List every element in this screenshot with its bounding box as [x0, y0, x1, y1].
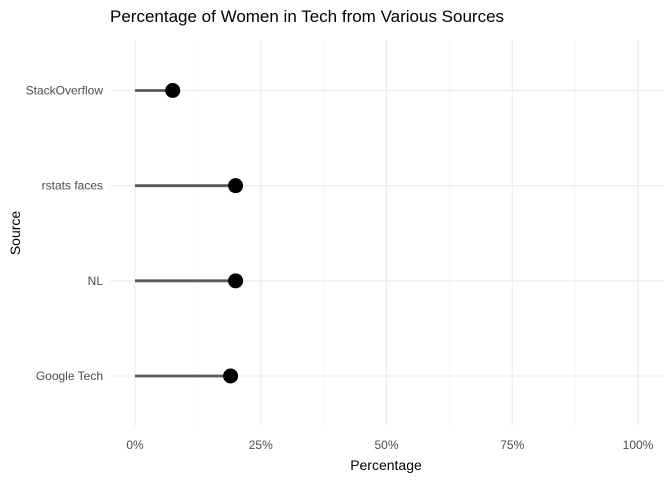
lollipop-stems [135, 89, 236, 378]
y-axis-title: Source [7, 211, 23, 256]
y-tick-label: StackOverflow [26, 84, 104, 98]
y-tick-label: Google Tech [36, 369, 103, 383]
x-axis-title: Percentage [350, 457, 422, 473]
lollipop-point [228, 178, 244, 194]
chart-title: Percentage of Women in Tech from Various… [110, 7, 504, 26]
y-tick-label: rstats faces [42, 179, 103, 193]
x-tick-label: 100% [623, 438, 654, 452]
x-tick-label: 25% [249, 438, 273, 452]
y-tick-labels: Google Tech NL rstats faces StackOverflow [26, 84, 104, 384]
x-tick-label: 50% [374, 438, 398, 452]
x-tick-label: 75% [500, 438, 524, 452]
y-tick-label: NL [88, 274, 104, 288]
lollipop-point [228, 273, 244, 289]
grid-lines [110, 40, 664, 426]
lollipop-points [165, 83, 244, 384]
x-tick-labels: 0% 25% 50% 75% 100% [126, 438, 653, 452]
lollipop-point [165, 83, 181, 98]
lollipop-point [223, 368, 239, 384]
x-tick-label: 0% [126, 438, 144, 452]
